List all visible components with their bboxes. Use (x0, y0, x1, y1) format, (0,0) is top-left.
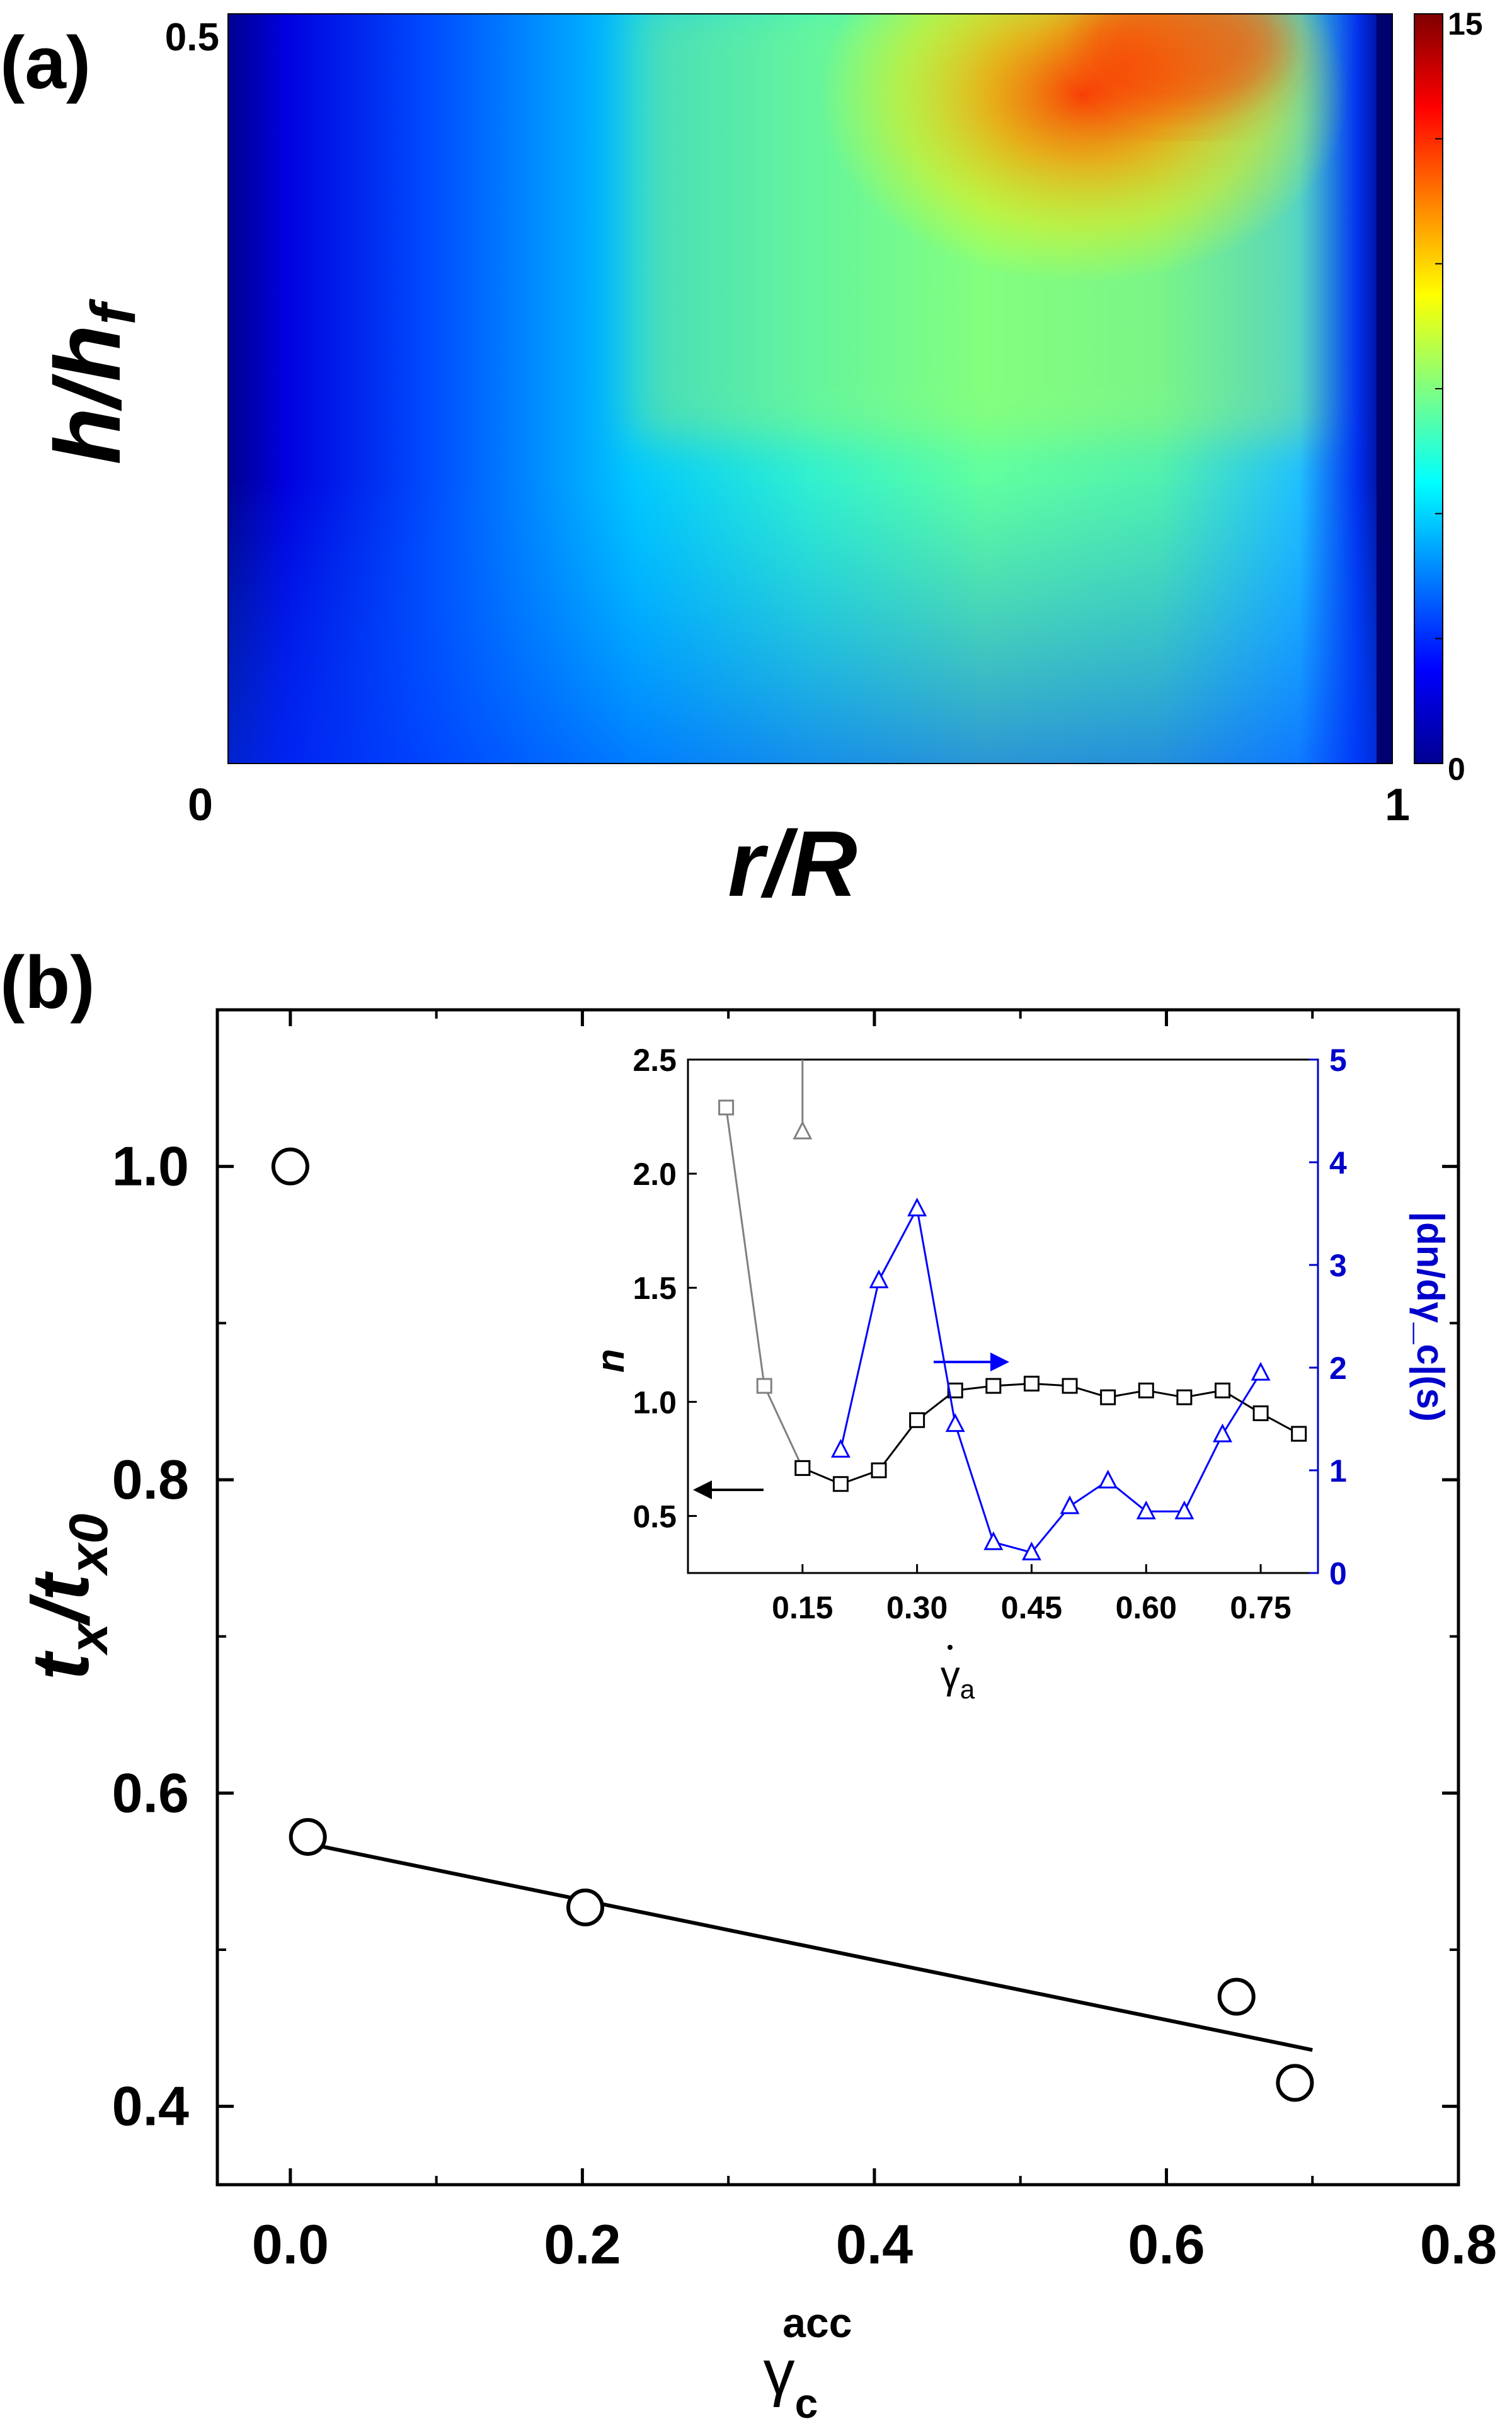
heatmap-frame (227, 13, 1393, 764)
main-data-point (1276, 2064, 1314, 2102)
main-data-point (289, 1817, 327, 1856)
colorbar-ticks (1435, 13, 1443, 764)
main-axis-ticks: 0.0 0.2 0.4 0.6 0.8 0.4 0.6 0.8 1.0 (112, 1009, 1497, 2275)
inset-square-marker (1291, 1426, 1307, 1442)
inset-x-tick-label: 0.15 (772, 1590, 833, 1625)
panel-a: (a) 0.5 0 1 r/R h/hf 15 0 (0, 6, 1483, 916)
inset-triangle-marker (1060, 1495, 1080, 1514)
main-y-tick-label: 0.6 (112, 1761, 189, 1824)
main-fit-line (290, 1838, 1313, 2052)
inset-square-marker (1176, 1389, 1193, 1405)
main-x-tick-label: 0.8 (1420, 2213, 1497, 2275)
inset-right-tick-label: 4 (1329, 1145, 1347, 1181)
main-data-point (566, 1888, 605, 1926)
inset-triangle-marker (1213, 1423, 1232, 1443)
colorbar-min-label: 0 (1448, 752, 1465, 787)
colorbar-max-label: 15 (1448, 6, 1483, 42)
inset-square-marker (1252, 1405, 1269, 1421)
main-y-tick-label: 0.4 (112, 2075, 189, 2137)
inset-x-tick-label: 0.30 (886, 1590, 948, 1625)
main-ylabel: tx/tx0 (16, 1514, 119, 1680)
inset-right-tick-label: 0 (1329, 1556, 1347, 1591)
inset-square-marker (718, 1099, 735, 1116)
inset-square-marker (832, 1476, 849, 1492)
inset-square-marker (909, 1412, 925, 1428)
left-axis-arrow (693, 1480, 764, 1499)
inset-triangle-marker (1174, 1500, 1194, 1519)
heatmap (228, 14, 1392, 764)
colorbar: 15 0 (1414, 6, 1483, 787)
inset-triangle-marker (1021, 1542, 1041, 1560)
inset-right-tick-label: 2 (1329, 1351, 1347, 1386)
panel-a-label: (a) (0, 21, 91, 105)
main-data-point (271, 1147, 309, 1186)
inset-square-marker (1214, 1382, 1230, 1399)
inset-x-tick-label: 0.75 (1230, 1590, 1291, 1625)
inset-left-tick-label: 2.5 (633, 1043, 677, 1078)
inset-square-marker (1023, 1375, 1040, 1392)
main-x-tick-label: 0.2 (544, 2213, 621, 2275)
inset-triangle-marker (983, 1531, 1004, 1550)
inset-ylabel-left: n (589, 1349, 633, 1373)
heatmap-right-edge (1377, 14, 1392, 764)
main-x-tick-label: 0.6 (1128, 2213, 1205, 2275)
inset-right-tick-label: 1 (1329, 1453, 1347, 1489)
inset-left-tick-label: 0.5 (633, 1499, 677, 1534)
inset-left-tick-label: 1.0 (633, 1385, 677, 1420)
heatmap-x-tick-0: 0 (188, 780, 213, 830)
heatmap-xlabel: r/R (728, 812, 857, 916)
heatmap-ylabel: h/hf (36, 299, 149, 465)
inset-x-tick-label: 0.60 (1116, 1590, 1177, 1625)
inset-triangle-marker (830, 1439, 850, 1458)
main-x-tick-label: 0.0 (252, 2213, 329, 2275)
inset-triangle-marker (793, 1120, 813, 1140)
inset-square-marker (1138, 1382, 1154, 1399)
inset-square-marker (794, 1460, 811, 1476)
heatmap-bottom-fade (228, 479, 1392, 764)
inset-triangle-marker (1136, 1500, 1156, 1519)
inset-triangle-marker (1251, 1361, 1271, 1381)
inset-ylabel-right: |dn/dγ_c|(s) (1409, 1211, 1452, 1422)
inset-right-tick-label: 3 (1329, 1248, 1347, 1283)
inset-series (718, 1060, 1307, 1560)
inset-square-marker (1062, 1378, 1078, 1394)
inset-right-tick-label: 5 (1329, 1043, 1347, 1078)
main-y-tick-label: 0.8 (112, 1448, 189, 1511)
main-y-tick-label: 1.0 (112, 1135, 189, 1198)
main-xlabel: γcacc (764, 2299, 852, 2427)
inset-series-line-3 (839, 1205, 1262, 1554)
inset-triangle-marker (907, 1198, 927, 1216)
main-plot-frame (215, 1008, 1460, 2187)
inset-xlabel-dot (948, 1645, 953, 1650)
heatmap-y-tick: 0.5 (165, 16, 219, 59)
right-axis-arrow (934, 1353, 1009, 1371)
inset-square-marker (756, 1378, 772, 1394)
heatmap-hot-core (1077, 14, 1292, 113)
inset-x-tick-label: 0.45 (1001, 1590, 1062, 1625)
inset-left-tick-label: 2.0 (633, 1157, 677, 1192)
main-fit-line-group (290, 1838, 1313, 2052)
inset-triangle-marker (869, 1269, 889, 1288)
inset-frame (687, 1058, 1319, 1574)
inset-square-marker (1100, 1389, 1116, 1405)
inset-triangle-marker (1098, 1470, 1118, 1489)
inset-triangle-marker (945, 1413, 965, 1433)
inset-chart: 0.15 0.30 0.45 0.60 0.75 0.5 1.0 1.5 2.0 2.5 0 1 2 3 4… (589, 1043, 1452, 1704)
inset-square-marker (947, 1382, 963, 1399)
main-x-tick-label: 0.4 (836, 2213, 913, 2275)
inset-square-marker (985, 1378, 1002, 1394)
panel-b-label: (b) (0, 941, 95, 1024)
heatmap-x-tick-1: 1 (1385, 780, 1410, 830)
inset-xlabel: γa (941, 1654, 975, 1704)
inset-left-tick-label: 1.5 (633, 1271, 677, 1306)
main-data-point (1217, 1977, 1256, 2016)
main-points (271, 1147, 1314, 2102)
inset-square-marker (871, 1462, 887, 1479)
panel-b: (b) 0.0 0.2 0.4 0.6 0.8 0.4 0.6 0.8 1.0 γcacc tx… (0, 941, 1497, 2427)
inset-axis-ticks: 0.15 0.30 0.45 0.60 0.75 0.5 1.0 1.5 2.0 2.5 0 1 2 3 4… (633, 1043, 1347, 1625)
